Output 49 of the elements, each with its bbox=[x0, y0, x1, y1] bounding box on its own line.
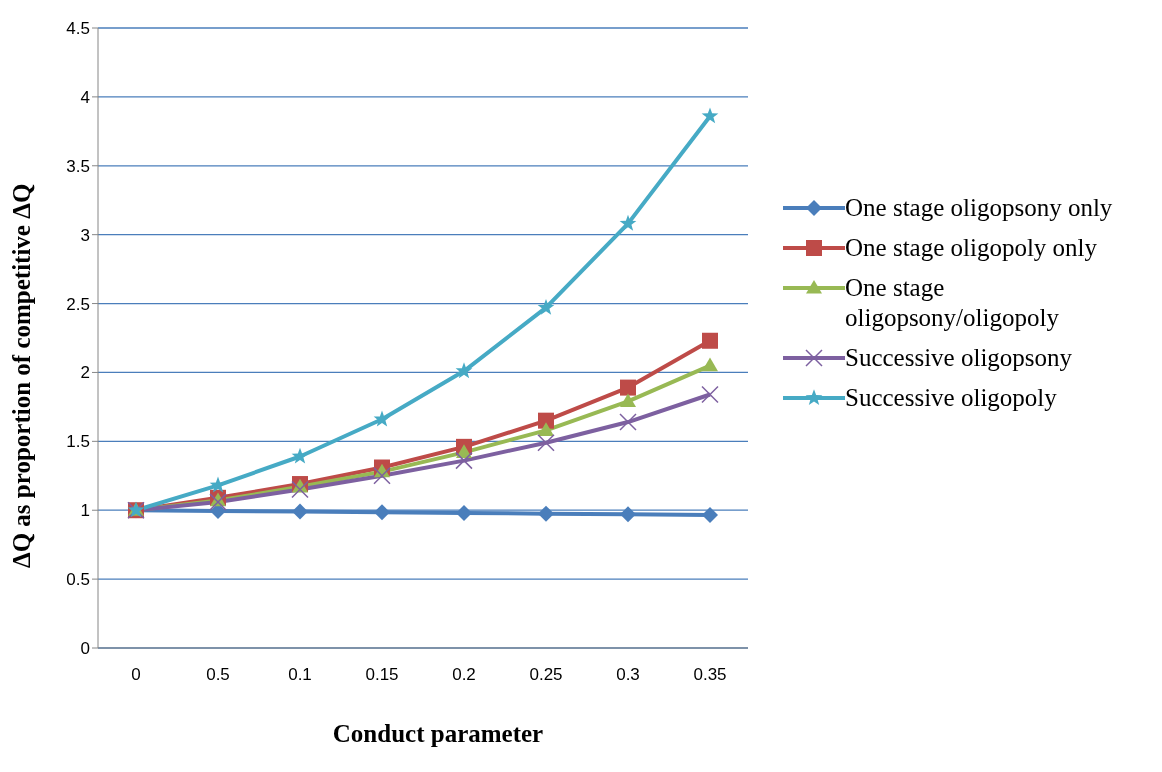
point bbox=[209, 493, 227, 511]
point bbox=[620, 393, 636, 407]
x-tick-label: 0.5 bbox=[206, 665, 230, 685]
y-tick-label: 2.5 bbox=[66, 294, 90, 314]
legend-label: One stage oligopoly only bbox=[845, 233, 1098, 263]
legend-label: One stage oligopsony only bbox=[845, 193, 1113, 223]
y-tick-label: 3 bbox=[80, 225, 90, 245]
point bbox=[702, 357, 718, 372]
x-axis-title: Conduct parameter bbox=[331, 720, 545, 748]
point bbox=[373, 410, 391, 427]
point bbox=[456, 504, 472, 521]
x-tick-label: 0 bbox=[131, 665, 141, 685]
x-tick-label: 0.2 bbox=[452, 665, 476, 685]
point bbox=[702, 507, 718, 524]
point bbox=[620, 379, 636, 396]
y-axis-title: ΔQ as proportion of competitive ΔQ bbox=[7, 183, 35, 568]
point bbox=[538, 505, 554, 522]
legend-label: Successive oligopsony bbox=[845, 343, 1073, 373]
point bbox=[619, 214, 637, 231]
point bbox=[455, 362, 473, 379]
point bbox=[702, 332, 718, 349]
y-tick-label: 4 bbox=[80, 87, 90, 107]
legend-label: Successive oligopoly bbox=[845, 383, 1057, 413]
point bbox=[537, 433, 555, 452]
y-tick-label: 4.5 bbox=[66, 19, 90, 39]
point bbox=[291, 480, 309, 499]
y-tick-label: 0 bbox=[80, 639, 90, 659]
point bbox=[619, 413, 637, 431]
y-tick-label: 3.5 bbox=[66, 156, 90, 176]
y-tick-label: 0.5 bbox=[66, 570, 90, 590]
point bbox=[455, 451, 473, 470]
point bbox=[538, 422, 554, 436]
legend-label: One stage oligopsony/oligopoly bbox=[845, 273, 1060, 333]
point bbox=[373, 467, 391, 485]
y-tick-label: 1.5 bbox=[66, 432, 90, 452]
y-tick-label: 1 bbox=[80, 501, 90, 521]
x-tick-label: 0.1 bbox=[288, 665, 312, 685]
x-tick-label: 0.15 bbox=[365, 665, 399, 685]
point bbox=[701, 107, 719, 124]
x-tick-label: 0.3 bbox=[616, 665, 640, 685]
y-tick-label: 2 bbox=[80, 363, 90, 383]
point bbox=[701, 385, 719, 404]
point bbox=[537, 298, 555, 315]
point bbox=[291, 447, 309, 464]
point bbox=[292, 503, 308, 520]
point bbox=[620, 506, 636, 523]
point bbox=[374, 504, 390, 521]
x-tick-label: 0.35 bbox=[693, 665, 727, 685]
x-tick-label: 0.25 bbox=[529, 665, 563, 685]
